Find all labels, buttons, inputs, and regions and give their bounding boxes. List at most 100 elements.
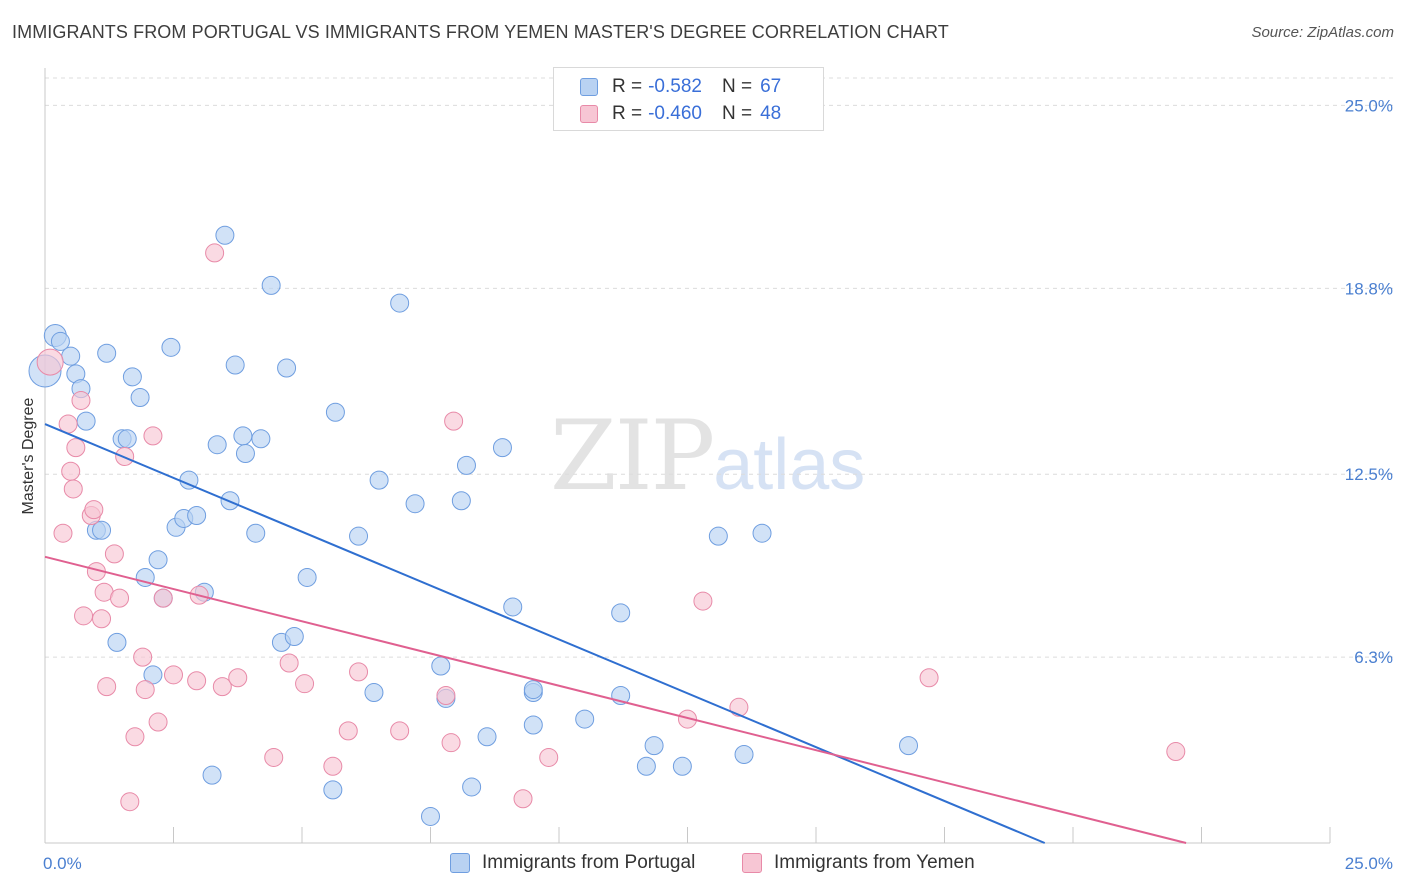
watermark: ZIPatlas bbox=[550, 400, 865, 512]
portugal-point bbox=[61, 346, 81, 366]
yemen-point bbox=[264, 747, 284, 767]
yemen-point bbox=[110, 588, 130, 608]
watermark-atlas: atlas bbox=[713, 425, 866, 505]
portugal-point bbox=[636, 756, 656, 776]
portugal-point bbox=[364, 683, 384, 703]
yemen-point bbox=[1166, 742, 1186, 762]
portugal-point bbox=[187, 506, 207, 526]
portugal-point bbox=[235, 444, 255, 464]
yemen-point bbox=[349, 662, 369, 682]
portugal-point bbox=[215, 225, 235, 245]
x-tick-label: 0.0% bbox=[43, 854, 82, 873]
portugal-point bbox=[734, 744, 754, 764]
yemen-point bbox=[279, 653, 299, 673]
yemen-point bbox=[53, 523, 73, 543]
portugal-point bbox=[503, 597, 523, 617]
portugal-point bbox=[575, 709, 595, 729]
yemen-legend-label: Immigrants from Yemen bbox=[774, 852, 975, 873]
yemen-point bbox=[187, 671, 207, 691]
portugal-point bbox=[523, 715, 543, 735]
chart-title: IMMIGRANTS FROM PORTUGAL VS IMMIGRANTS F… bbox=[12, 22, 949, 42]
yemen-point bbox=[539, 747, 559, 767]
yemen-point bbox=[148, 712, 168, 732]
portugal-point bbox=[708, 526, 728, 546]
portugal-point bbox=[251, 429, 271, 449]
portugal-point bbox=[143, 665, 163, 685]
yemen-point bbox=[120, 792, 140, 812]
yemen-n-value: 48 bbox=[760, 103, 782, 124]
portugal-legend-label: Immigrants from Portugal bbox=[482, 852, 696, 873]
portugal-n-value: 67 bbox=[760, 76, 782, 97]
yemen-point bbox=[228, 668, 248, 688]
yemen-legend-swatch bbox=[742, 853, 762, 873]
yemen-point bbox=[97, 677, 117, 697]
r-label: R = bbox=[612, 103, 643, 124]
yemen-point bbox=[729, 697, 749, 717]
yemen-point bbox=[84, 500, 104, 520]
yemen-r-value: -0.460 bbox=[648, 103, 702, 124]
portugal-point bbox=[451, 491, 471, 511]
portugal-point bbox=[421, 806, 440, 826]
portugal-point bbox=[284, 626, 304, 646]
yemen-point bbox=[61, 461, 81, 481]
portugal-point bbox=[405, 494, 425, 514]
yemen-point bbox=[919, 668, 939, 688]
y-tick-label: 18.8% bbox=[1345, 279, 1393, 298]
portugal-point bbox=[611, 603, 631, 623]
yemen-point bbox=[153, 588, 173, 608]
portugal-point bbox=[456, 455, 476, 475]
portugal-point bbox=[390, 293, 410, 313]
portugal-point bbox=[752, 523, 772, 543]
yemen-point bbox=[164, 665, 183, 685]
y-axis-label: Master's Degree bbox=[20, 397, 37, 514]
y-tick-label: 6.3% bbox=[1354, 648, 1393, 667]
yemen-point bbox=[338, 721, 358, 741]
portugal-point bbox=[644, 736, 664, 756]
yemen-point bbox=[205, 243, 225, 263]
bottom-legend-portugal: Immigrants from Portugal bbox=[450, 852, 695, 874]
yemen-point bbox=[390, 721, 410, 741]
x-tick-label: 25.0% bbox=[1345, 854, 1393, 873]
yemen-point bbox=[513, 789, 533, 809]
portugal-point bbox=[523, 680, 543, 700]
portugal-swatch bbox=[580, 78, 598, 96]
watermark-zip: ZIP bbox=[550, 400, 715, 512]
portugal-point bbox=[130, 387, 150, 407]
yemen-point bbox=[135, 680, 155, 700]
portugal-point bbox=[122, 367, 142, 387]
yemen-point bbox=[104, 544, 124, 564]
portugal-point bbox=[76, 411, 96, 431]
yemen-point bbox=[436, 685, 456, 705]
y-tick-label: 25.0% bbox=[1345, 96, 1393, 115]
source-attribution: Source: ZipAtlas.com bbox=[1251, 24, 1394, 41]
portugal-point bbox=[50, 331, 70, 351]
stats-legend: R = -0.582 N = 67 R = -0.460 N = 48 bbox=[553, 67, 824, 131]
yemen-swatch bbox=[580, 105, 598, 123]
portugal-point bbox=[97, 343, 117, 363]
yemen-point bbox=[125, 727, 145, 747]
yemen-point bbox=[92, 609, 112, 629]
portugal-r-value: -0.582 bbox=[648, 76, 702, 97]
yemen-point bbox=[36, 348, 64, 376]
yemen-point bbox=[444, 411, 464, 431]
portugal-point bbox=[477, 727, 497, 747]
yemen-point bbox=[212, 677, 232, 697]
portugal-point bbox=[202, 765, 222, 785]
yemen-point bbox=[66, 438, 86, 458]
portugal-point bbox=[899, 736, 919, 756]
n-label: N = bbox=[721, 76, 753, 97]
portugal-point bbox=[246, 523, 266, 543]
yemen-point bbox=[693, 591, 713, 611]
portugal-point bbox=[148, 550, 168, 570]
portugal-point bbox=[233, 426, 253, 446]
portugal-point bbox=[117, 429, 137, 449]
legend-row-yemen: R = -0.460 N = 48 bbox=[580, 101, 781, 127]
portugal-point bbox=[672, 756, 692, 776]
portugal-trend-line bbox=[44, 423, 1046, 844]
portugal-point bbox=[297, 567, 317, 587]
n-label: N = bbox=[721, 103, 753, 124]
yemen-point bbox=[323, 756, 343, 776]
portugal-legend-swatch bbox=[450, 853, 470, 873]
yemen-point bbox=[295, 674, 315, 694]
